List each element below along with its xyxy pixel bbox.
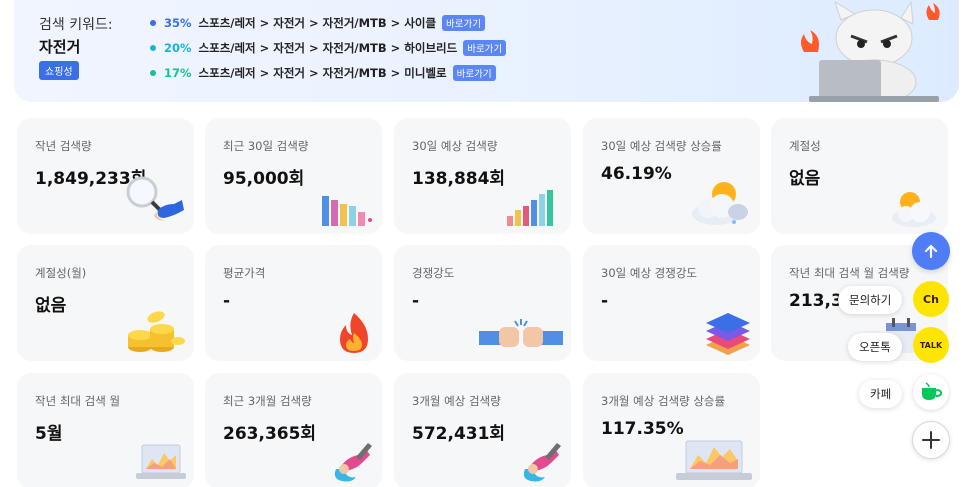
card-title: 최근 3개월 검색량 — [223, 394, 312, 408]
stat-card-seasonality-month: 계절성(월) 없음 — [17, 245, 194, 361]
stat-card-3m-forecast-search: 3개월 예상 검색량 572,431회 — [394, 373, 571, 487]
category-percent: 35% — [164, 16, 192, 30]
card-value: 572,431회 — [412, 424, 506, 444]
card-title: 경쟁강도 — [412, 266, 455, 280]
hand-pen-icon — [326, 439, 374, 487]
card-title: 3개월 예상 검색량 — [412, 394, 501, 408]
keyword-banner: 검색 키워드: 자전거 쇼핑성 35% 스포츠/레저 > 자전거 > 자전거/M… — [14, 0, 959, 102]
card-title: 30일 예상 경쟁강도 — [601, 266, 698, 280]
bar-chart-rising-icon — [503, 188, 563, 232]
stat-card-last-year-search: 작년 검색량 1,849,233회 — [17, 118, 194, 234]
expand-menu-button[interactable] — [912, 421, 950, 459]
stat-card-average-price: 평균가격 - — [205, 245, 382, 361]
mascot-cat-icon — [779, 0, 949, 102]
keyword-value: 자전거 — [39, 38, 81, 56]
stat-card-3m-forecast-growth: 3개월 예상 검색량 상승률 117.35% — [583, 373, 760, 487]
keyword-label: 검색 키워드: — [39, 17, 113, 33]
stat-card-30d-forecast-competition: 30일 예상 경쟁강도 - — [583, 245, 760, 361]
stat-card-recent-30d-search: 최근 30일 검색량 95,000회 — [205, 118, 382, 234]
card-value: 138,884회 — [412, 169, 506, 189]
category-row: 20% 스포츠/레저 > 자전거 > 자전거/MTB > 하이브리드 바로가기 — [150, 39, 507, 57]
card-value: 5월 — [35, 424, 63, 444]
card-value: 95,000회 — [223, 169, 305, 189]
keyword-type-badge: 쇼핑성 — [39, 61, 79, 80]
stat-card-30d-forecast-growth: 30일 예상 검색량 상승률 46.19% — [583, 118, 760, 234]
kakao-talk-icon: TALK — [919, 340, 943, 350]
category-link-button[interactable]: 바로가기 — [463, 40, 507, 56]
category-link-button[interactable]: 바로가기 — [452, 65, 496, 81]
card-value: 없음 — [35, 296, 67, 316]
card-title: 계절성(월) — [35, 266, 87, 280]
card-value: 46.19% — [601, 164, 672, 184]
card-value: 263,365회 — [223, 424, 317, 444]
card-value: 1,849,233회 — [35, 169, 147, 189]
category-path: 스포츠/레저 > 자전거 > 자전거/MTB > 사이클 — [198, 16, 437, 30]
card-title: 작년 최대 검색 월 — [35, 394, 121, 408]
stat-card-last-year-peak-month: 작년 최대 검색 월 5월 — [17, 373, 194, 487]
magnifier-hand-icon — [120, 172, 186, 232]
plus-icon — [922, 431, 940, 449]
bullet-dot-icon — [150, 20, 156, 26]
layers-icon — [704, 313, 752, 359]
card-value: 117.35% — [601, 419, 684, 439]
laptop-chart-icon — [136, 443, 186, 487]
cafe-label[interactable]: 카페 — [859, 380, 903, 408]
card-value: - — [223, 291, 231, 311]
bullet-dot-icon — [150, 70, 156, 76]
sun-cloud-icon — [888, 188, 940, 232]
category-percent: 20% — [164, 41, 192, 55]
scroll-to-top-button[interactable] — [912, 232, 950, 270]
category-row: 17% 스포츠/레저 > 자전거 > 자전거/MTB > 미니벨로 바로가기 — [150, 64, 496, 82]
inquiry-channel-button[interactable]: Ch — [913, 281, 949, 317]
openchat-button[interactable]: TALK — [913, 327, 949, 363]
category-row: 35% 스포츠/레저 > 자전거 > 자전거/MTB > 사이클 바로가기 — [150, 14, 486, 32]
card-title: 작년 최대 검색 월 검색량 — [789, 266, 910, 280]
card-value: 213,3 — [789, 291, 843, 311]
stat-card-30d-forecast-search: 30일 예상 검색량 138,884회 — [394, 118, 571, 234]
openchat-label[interactable]: 오픈톡 — [848, 333, 902, 361]
category-link-button[interactable]: 바로가기 — [442, 15, 486, 31]
bar-chart-icon — [318, 188, 374, 232]
stat-card-competition: 경쟁강도 - — [394, 245, 571, 361]
fist-bump-icon — [479, 315, 563, 359]
card-title: 3개월 예상 검색량 상승률 — [601, 394, 726, 408]
category-percent: 17% — [164, 66, 192, 80]
cafe-button[interactable] — [913, 374, 949, 410]
card-title: 30일 예상 검색량 — [412, 139, 498, 153]
arrow-up-icon — [924, 244, 938, 259]
card-title: 최근 30일 검색량 — [223, 139, 309, 153]
coins-icon — [126, 311, 186, 359]
card-value: - — [412, 291, 420, 311]
card-title: 30일 예상 검색량 상승률 — [601, 139, 722, 153]
card-title: 작년 검색량 — [35, 139, 92, 153]
card-value: 없음 — [789, 169, 821, 189]
sun-cloud-icon — [688, 176, 752, 232]
category-path: 스포츠/레저 > 자전거 > 자전거/MTB > 미니벨로 — [198, 66, 447, 80]
hand-pen-icon — [515, 439, 563, 487]
laptop-chart-icon — [676, 439, 752, 487]
stat-card-seasonality: 계절성 없음 — [771, 118, 948, 234]
card-title: 평균가격 — [223, 266, 266, 280]
channel-talk-icon: Ch — [923, 292, 939, 306]
fire-icon — [334, 311, 374, 359]
card-value: - — [601, 291, 609, 311]
bullet-dot-icon — [150, 45, 156, 51]
card-title: 계절성 — [789, 139, 821, 153]
inquiry-label[interactable]: 문의하기 — [838, 286, 903, 314]
category-path: 스포츠/레저 > 자전거 > 자전거/MTB > 하이브리드 — [198, 41, 458, 55]
stat-card-recent-3m-search: 최근 3개월 검색량 263,365회 — [205, 373, 382, 487]
cafe-cup-icon — [922, 382, 942, 400]
